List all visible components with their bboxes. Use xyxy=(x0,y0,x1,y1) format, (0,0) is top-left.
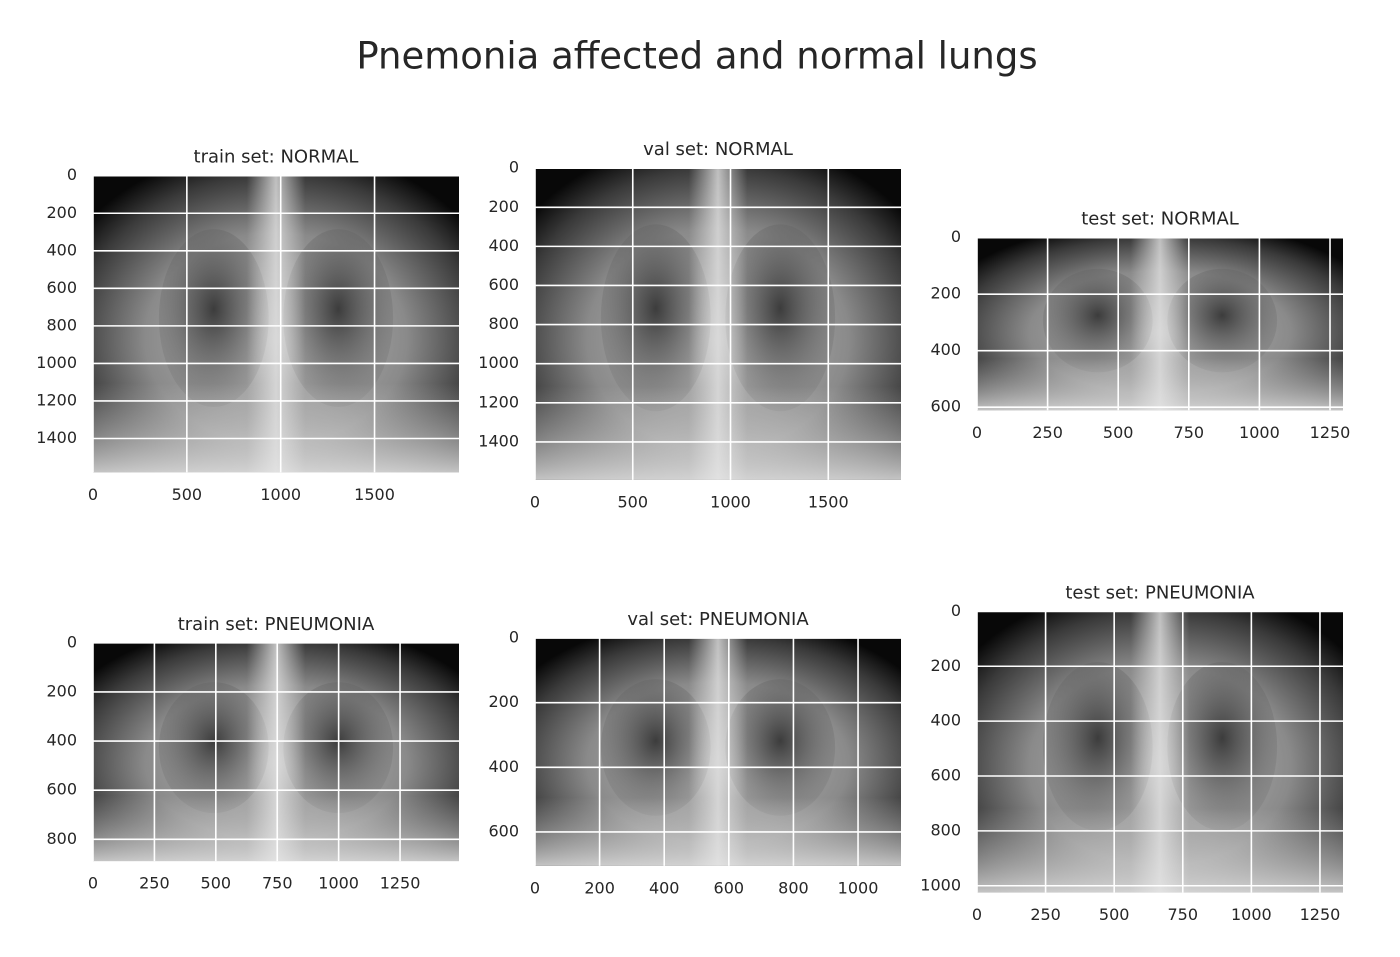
x-tick-label: 800 xyxy=(778,878,809,897)
y-tick-label: 200 xyxy=(488,197,519,216)
x-tick-label: 1000 xyxy=(1239,423,1280,442)
y-tick-label: 600 xyxy=(46,780,77,799)
y-tick-label: 0 xyxy=(509,628,519,647)
x-tick-label: 250 xyxy=(1030,905,1061,924)
y-tick-label: 600 xyxy=(488,821,519,840)
x-tick-label: 750 xyxy=(1167,905,1198,924)
y-tick-label: 800 xyxy=(46,315,77,334)
y-tick-label: 1000 xyxy=(36,353,77,372)
x-tick-label: 500 xyxy=(617,492,648,511)
figure-title: Pnemonia affected and normal lungs xyxy=(356,35,1037,78)
x-tick-label: 500 xyxy=(1099,905,1130,924)
x-tick-label: 600 xyxy=(714,878,745,897)
x-tick-label: 1000 xyxy=(1231,905,1272,924)
axes-title: test set: PNEUMONIA xyxy=(1065,582,1255,603)
x-tick-label: 0 xyxy=(972,905,982,924)
axes: test set: NORMAL 0 250 500 750 1000 1250 0 200 40… xyxy=(930,209,1350,442)
y-tick-label: 800 xyxy=(930,820,961,839)
xray-image xyxy=(93,175,459,473)
y-tick-label: 200 xyxy=(488,692,519,711)
y-tick-label: 1000 xyxy=(478,353,519,372)
x-tick-label: 500 xyxy=(201,874,232,893)
x-tick-label: 1000 xyxy=(318,874,359,893)
y-tick-label: 400 xyxy=(930,340,961,359)
x-tick-label: 1000 xyxy=(260,485,301,504)
y-tick-label: 1200 xyxy=(36,390,77,409)
x-tick-label: 0 xyxy=(88,874,98,893)
axes: val set: NORMAL 0 500 1000 1500 0 200 400 600 800… xyxy=(478,139,901,511)
xray-image xyxy=(977,611,1343,893)
axes-title: val set: NORMAL xyxy=(643,139,793,160)
y-tick-label: 0 xyxy=(509,158,519,177)
y-tick-label: 800 xyxy=(46,829,77,848)
y-tick-label: 400 xyxy=(488,236,519,255)
x-tick-label: 250 xyxy=(1032,423,1063,442)
y-tick-label: 200 xyxy=(46,681,77,700)
x-tick-label: 0 xyxy=(530,878,540,897)
x-tick-label: 750 xyxy=(1174,423,1205,442)
x-tick-label: 250 xyxy=(139,874,170,893)
x-tick-label: 1500 xyxy=(354,485,395,504)
axes-title: test set: NORMAL xyxy=(1081,209,1239,230)
y-tick-label: 600 xyxy=(488,275,519,294)
x-tick-label: 0 xyxy=(972,423,982,442)
y-tick-label: 600 xyxy=(930,766,961,785)
y-tick-label: 600 xyxy=(930,397,961,416)
y-tick-label: 800 xyxy=(488,314,519,333)
xray-image xyxy=(93,642,459,862)
axes: train set: PNEUMONIA 0 250 500 750 1000 1250 0 2… xyxy=(46,614,459,893)
y-tick-label: 1200 xyxy=(478,392,519,411)
y-tick-label: 200 xyxy=(930,284,961,303)
axes: test set: PNEUMONIA 0 250 500 750 1000 1250 0 20… xyxy=(920,582,1343,924)
y-tick-label: 0 xyxy=(951,601,961,620)
y-tick-label: 200 xyxy=(930,656,961,675)
y-tick-label: 600 xyxy=(46,278,77,297)
x-tick-label: 0 xyxy=(88,485,98,504)
x-tick-label: 1000 xyxy=(838,878,879,897)
xray-image xyxy=(977,237,1343,411)
x-tick-label: 750 xyxy=(262,874,293,893)
x-tick-label: 1500 xyxy=(808,492,849,511)
x-tick-label: 1250 xyxy=(1310,423,1351,442)
axes-title: train set: NORMAL xyxy=(194,147,359,168)
y-tick-label: 400 xyxy=(488,757,519,776)
x-tick-label: 1250 xyxy=(380,874,421,893)
y-tick-label: 1400 xyxy=(478,431,519,450)
axes-title: val set: PNEUMONIA xyxy=(627,609,809,630)
x-tick-label: 1000 xyxy=(710,492,751,511)
axes-title: train set: PNEUMONIA xyxy=(178,614,375,635)
x-tick-label: 400 xyxy=(649,878,680,897)
axes: train set: NORMAL 0 500 1000 1500 0 200 400 600 8… xyxy=(36,147,459,504)
x-tick-label: 1250 xyxy=(1300,905,1341,924)
x-tick-label: 500 xyxy=(172,485,203,504)
y-tick-label: 1000 xyxy=(920,875,961,894)
y-tick-label: 400 xyxy=(930,711,961,730)
axes: val set: PNEUMONIA 0 200 400 600 800 1000 0 200 4… xyxy=(488,609,901,897)
y-tick-label: 1400 xyxy=(36,428,77,447)
y-tick-label: 0 xyxy=(67,632,77,651)
x-tick-label: 0 xyxy=(530,492,540,511)
y-tick-label: 400 xyxy=(46,240,77,259)
y-tick-label: 200 xyxy=(46,203,77,222)
y-tick-label: 400 xyxy=(46,731,77,750)
y-tick-label: 0 xyxy=(67,165,77,184)
x-tick-label: 200 xyxy=(584,878,615,897)
y-tick-label: 0 xyxy=(951,227,961,246)
x-tick-label: 500 xyxy=(1103,423,1134,442)
